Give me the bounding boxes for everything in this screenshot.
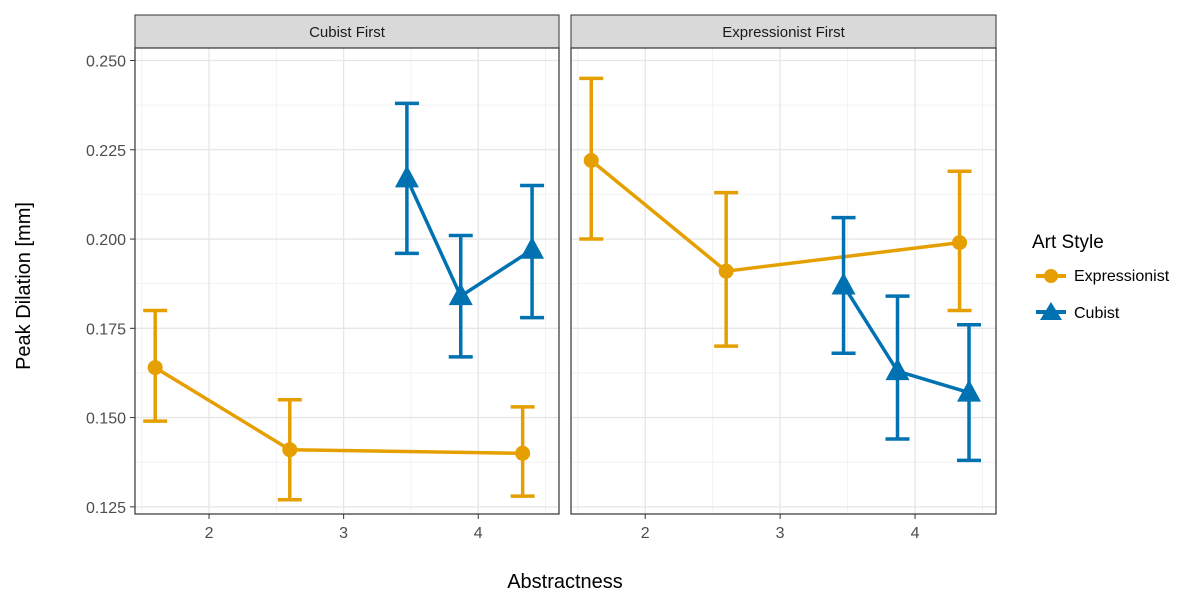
x-tick-label: 4 [911,525,920,542]
data-point-triangle [885,358,910,381]
y-axis-label: Peak Dilation [mm] [13,202,35,370]
data-point-triangle [957,379,982,402]
facet-strip [134,14,560,49]
data-point-triangle [448,283,473,306]
y-tick-label: 0.125 [86,500,126,517]
y-tick-label: 0.200 [86,232,126,249]
panel-border [570,47,997,515]
x-tick-label: 3 [776,525,785,542]
legend-title: Art Style [1032,232,1104,253]
panel-expressionist-first: Expressionist First 2 3 4 [570,14,997,542]
series-expressionist [143,308,535,502]
panel-cubist-first: Cubist First 2 3 4 0.125 0.150 0.175 0.200 0.225… [86,14,560,542]
y-tick-label: 0.225 [86,143,126,160]
x-tick-label: 3 [339,525,348,542]
panel-background [135,48,559,514]
y-tick-label: 0.150 [86,411,126,428]
data-point-circle [952,235,968,251]
x-tick-label: 2 [641,525,650,542]
legend-cubist-marker [1040,302,1062,320]
legend-cubist-label: Cubist [1074,305,1120,322]
legend-expressionist-label: Expressionist [1074,268,1170,285]
data-point-circle [515,445,531,461]
data-point-triangle [831,272,856,295]
data-point-circle [718,263,734,279]
legend-item-cubist: Cubist [1036,302,1120,322]
panel-background [571,48,996,514]
x-axis-label: Abstractness [507,571,623,593]
facet-title: Cubist First [309,24,386,41]
facet-strip [570,14,997,49]
legend-item-expressionist: Expressionist [1036,268,1170,285]
y-tick-label: 0.250 [86,53,126,70]
series-cubist [394,101,545,359]
data-point-triangle [394,165,419,188]
y-tick-label: 0.175 [86,321,126,338]
series-cubist [831,215,982,463]
facet-title: Expressionist First [722,24,845,41]
legend-expressionist-marker [1044,269,1058,283]
data-point-circle [583,152,599,168]
data-point-circle [282,442,298,458]
x-tick-label: 2 [205,525,214,542]
data-point-triangle [520,236,545,259]
x-tick-label: 4 [474,525,483,542]
panel-border [134,47,560,515]
data-point-circle [147,360,163,376]
series-expressionist [579,76,972,348]
